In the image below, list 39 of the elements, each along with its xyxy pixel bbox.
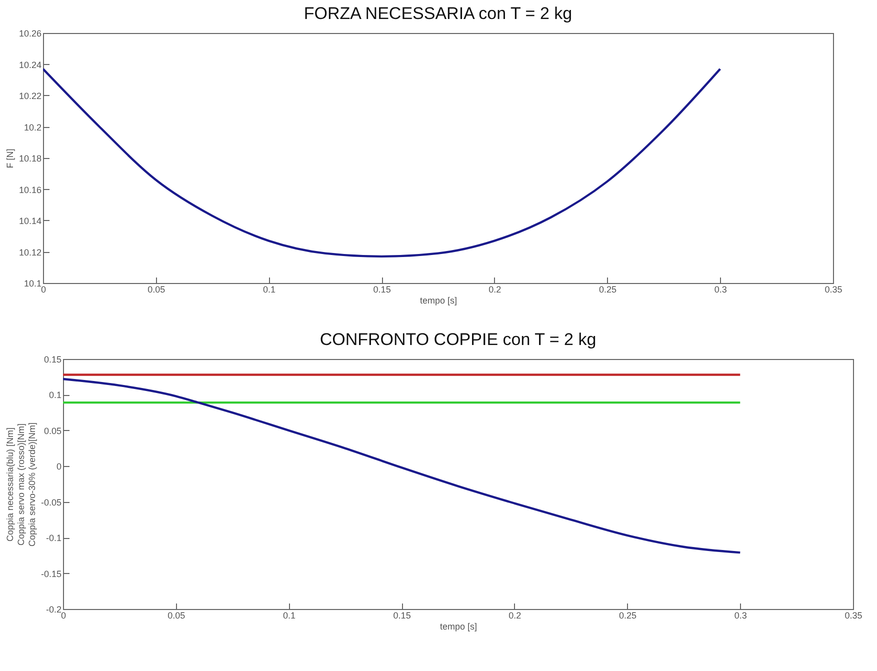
y-tick-label: 10.1 xyxy=(24,278,42,288)
chart-title: CONFRONTO COPPIE con T = 2 kg xyxy=(320,330,596,349)
x-tick-label: 0.15 xyxy=(373,284,391,294)
x-axis-title: tempo [s] xyxy=(420,296,458,306)
x-tick-label: 0.35 xyxy=(844,610,862,620)
x-tick-label: 0.1 xyxy=(282,610,296,620)
x-tick-label: 0.15 xyxy=(393,610,411,620)
y-tick-label: 0.1 xyxy=(48,390,62,400)
y-tick-label: 0 xyxy=(56,462,62,472)
y-tick-label: 0.15 xyxy=(44,354,62,364)
x-tick-label: 0.35 xyxy=(824,284,842,294)
chart-title: FORZA NECESSARIA con T = 2 kg xyxy=(304,4,572,23)
y-axis-title: F [N] xyxy=(4,148,15,168)
y-tick-label: 10.14 xyxy=(18,216,42,226)
x-tick-label: 0.25 xyxy=(619,610,637,620)
y-tick-label: -0.2 xyxy=(46,604,62,614)
y-axis-title: Coppia necessaria(blu) [Nm] Coppia servo max (rosso)[Nm] Coppia servo-30% (verde)[Nm] xyxy=(4,422,37,547)
x-tick-label: 0.3 xyxy=(714,284,727,294)
line-series xyxy=(63,378,742,554)
y-tick-label: 0.05 xyxy=(44,426,62,436)
y-tick-label: 10.16 xyxy=(18,184,42,195)
y-tick-label: 10.22 xyxy=(18,91,42,101)
line-series xyxy=(43,68,722,258)
x-tick-label: 0.05 xyxy=(148,284,166,294)
x-axis-title: tempo [s] xyxy=(440,622,478,632)
x-tick-label: 0.3 xyxy=(734,610,747,620)
x-tick-label: 0.1 xyxy=(262,284,276,294)
y-tick-label: 10.26 xyxy=(18,28,42,38)
y-tick-label: -0.15 xyxy=(40,568,62,579)
x-tick-label: 0.2 xyxy=(488,284,502,294)
y-tick-label: 10.18 xyxy=(18,154,42,164)
y-tick-label: 10.24 xyxy=(18,60,42,70)
y-tick-label: 10.12 xyxy=(18,247,42,258)
y-tick-label: -0.1 xyxy=(46,533,62,544)
y-tick-label: 10.2 xyxy=(24,122,42,132)
x-tick-label: 0.2 xyxy=(508,610,522,620)
y-tick-label: -0.05 xyxy=(40,497,62,508)
x-tick-label: 0.25 xyxy=(599,284,617,294)
x-tick-label: 0.05 xyxy=(168,610,186,620)
